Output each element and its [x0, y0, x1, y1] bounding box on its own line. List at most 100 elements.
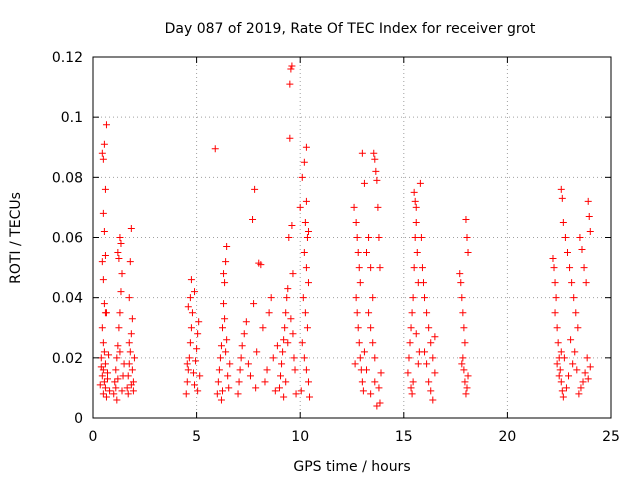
- data-point: [125, 294, 133, 302]
- data-point: [367, 264, 375, 272]
- data-point: [98, 324, 106, 332]
- data-point: [104, 375, 112, 383]
- data-point: [297, 387, 305, 395]
- data-point: [458, 360, 466, 368]
- data-point: [216, 354, 224, 362]
- data-point: [184, 303, 192, 311]
- data-point: [123, 384, 131, 392]
- data-point: [355, 264, 363, 272]
- data-point: [112, 366, 120, 374]
- data-point: [425, 324, 433, 332]
- data-point: [461, 378, 469, 386]
- data-point: [353, 309, 361, 317]
- data-point: [282, 378, 290, 386]
- data-point: [117, 240, 125, 248]
- data-point: [306, 393, 314, 401]
- data-point: [115, 324, 123, 332]
- data-point: [431, 333, 439, 341]
- axis-ticks: 0 5 10 15 20 25 0 0.02 0.04 0.06 0.08 0.1 0.12: [52, 50, 620, 445]
- data-point: [585, 212, 593, 220]
- data-point: [418, 264, 426, 272]
- data-point: [421, 294, 429, 302]
- data-point: [191, 288, 199, 296]
- data-point: [300, 354, 308, 362]
- x-tick-label: 15: [395, 429, 413, 445]
- grid-lines: [93, 57, 611, 418]
- data-point: [377, 369, 385, 377]
- data-point: [406, 339, 414, 347]
- data-point: [101, 252, 109, 260]
- data-point: [253, 348, 261, 356]
- data-point: [278, 360, 286, 368]
- data-point: [289, 330, 297, 338]
- data-point: [223, 336, 231, 344]
- data-point: [579, 378, 587, 386]
- data-point: [351, 360, 359, 368]
- data-point: [96, 381, 104, 389]
- data-point: [365, 234, 373, 241]
- data-point: [220, 270, 228, 278]
- data-point: [287, 65, 295, 73]
- data-point: [373, 176, 381, 184]
- data-point: [186, 339, 194, 347]
- data-point: [411, 197, 419, 205]
- data-point: [259, 324, 267, 332]
- data-point: [116, 234, 124, 241]
- data-point: [410, 264, 418, 272]
- data-point: [220, 300, 228, 308]
- data-point: [235, 378, 243, 386]
- data-point: [303, 324, 311, 332]
- data-point: [358, 149, 366, 157]
- data-point: [369, 294, 377, 302]
- data-point: [427, 387, 435, 395]
- y-tick-label: 0.04: [52, 291, 83, 307]
- data-point: [110, 390, 118, 398]
- data-point: [556, 366, 564, 374]
- data-point: [189, 369, 197, 377]
- data-point: [187, 324, 195, 332]
- data-point: [211, 145, 219, 153]
- data-point: [117, 288, 125, 296]
- data-point: [283, 294, 291, 302]
- data-point: [100, 300, 108, 308]
- data-point: [97, 363, 105, 371]
- data-point: [99, 339, 107, 347]
- data-point: [358, 378, 366, 386]
- data-point: [194, 387, 202, 395]
- data-point: [279, 348, 287, 356]
- data-point: [113, 396, 121, 404]
- data-point: [282, 309, 290, 317]
- data-point: [128, 315, 136, 323]
- data-point: [373, 402, 381, 410]
- x-tick-label: 25: [602, 429, 620, 445]
- y-tick-label: 0.08: [52, 170, 83, 186]
- data-point: [219, 324, 226, 332]
- data-point: [459, 309, 467, 317]
- y-tick-label: 0: [74, 411, 83, 427]
- data-point: [567, 336, 575, 344]
- data-point: [356, 354, 364, 362]
- data-point: [104, 369, 112, 377]
- data-point: [431, 369, 439, 377]
- data-point: [289, 270, 297, 278]
- data-point: [291, 366, 299, 374]
- data-point: [408, 390, 416, 398]
- data-point: [463, 384, 471, 392]
- data-point: [549, 255, 557, 263]
- data-point: [183, 360, 191, 368]
- data-point: [460, 366, 468, 374]
- data-point: [464, 372, 472, 380]
- data-point: [249, 215, 257, 223]
- data-point: [100, 348, 108, 356]
- data-point: [577, 384, 585, 392]
- data-point: [407, 384, 415, 392]
- data-point: [429, 396, 437, 404]
- data-point: [572, 309, 580, 317]
- data-point: [286, 134, 294, 142]
- data-point: [462, 390, 470, 398]
- data-point: [554, 339, 562, 347]
- x-tick-label: 0: [89, 429, 98, 445]
- data-point: [98, 258, 106, 266]
- data-point: [284, 285, 292, 293]
- data-point: [100, 227, 108, 235]
